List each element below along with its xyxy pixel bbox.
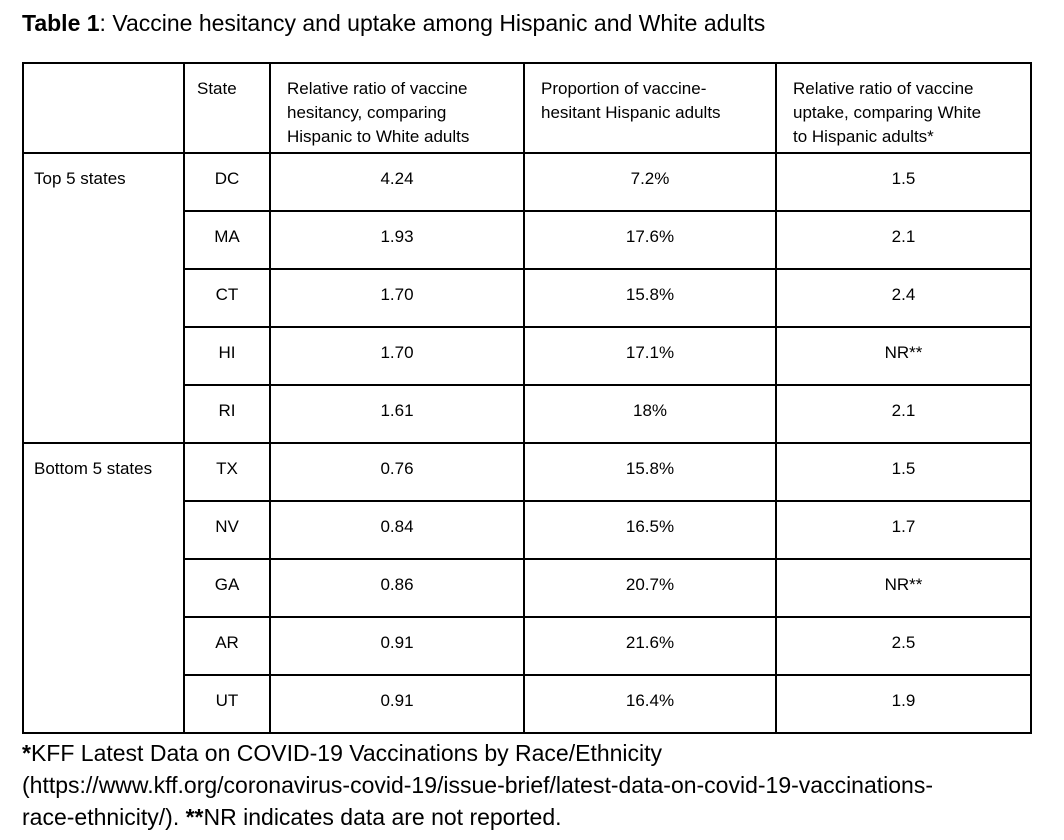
- cell-state: DC: [183, 152, 271, 212]
- cell-proportion: 17.6%: [523, 210, 777, 270]
- cell-proportion: 18%: [523, 384, 777, 444]
- cell-proportion: 20.7%: [523, 558, 777, 618]
- cell-hesitancy-ratio: 1.61: [269, 384, 525, 444]
- header-hesitancy-ratio: Relative ratio of vaccine hesitancy, com…: [269, 62, 525, 154]
- cell-state: UT: [183, 674, 271, 734]
- cell-state: GA: [183, 558, 271, 618]
- footnote: *KFF Latest Data on COVID-19 Vaccination…: [22, 737, 1038, 833]
- cell-proportion: 17.1%: [523, 326, 777, 386]
- header-row: State Relative ratio of vaccine hesitanc…: [22, 62, 1032, 154]
- cell-hesitancy-ratio: 1.70: [269, 268, 525, 328]
- table-row: RI 1.61 18% 2.1: [23, 384, 1032, 444]
- table-title-text: : Vaccine hesitancy and uptake among His…: [99, 10, 766, 36]
- cell-uptake-ratio: 2.5: [775, 616, 1032, 676]
- cell-uptake-ratio: 2.4: [775, 268, 1032, 328]
- cell-uptake-ratio: 1.7: [775, 500, 1032, 560]
- group-label-top5: Top 5 states: [22, 152, 185, 444]
- cell-hesitancy-ratio: 0.76: [269, 442, 525, 502]
- cell-uptake-ratio: 2.1: [775, 210, 1032, 270]
- vaccine-table: State Relative ratio of vaccine hesitanc…: [22, 62, 1032, 734]
- header-empty-cell: [22, 62, 185, 154]
- table-row: HI 1.70 17.1% NR**: [23, 326, 1032, 386]
- cell-state: TX: [183, 442, 271, 502]
- cell-hesitancy-ratio: 0.84: [269, 500, 525, 560]
- footnote-line-3: race-ethnicity/). **NR indicates data ar…: [22, 801, 1038, 833]
- cell-hesitancy-ratio: 0.91: [269, 674, 525, 734]
- cell-state: RI: [183, 384, 271, 444]
- footnote-source-text: KFF Latest Data on COVID-19 Vaccinations…: [30, 740, 663, 766]
- cell-uptake-ratio: 1.5: [775, 442, 1032, 502]
- cell-state: MA: [183, 210, 271, 270]
- cell-uptake-ratio: NR**: [775, 326, 1032, 386]
- table-row: MA 1.93 17.6% 2.1: [23, 210, 1032, 270]
- cell-uptake-ratio: NR**: [775, 558, 1032, 618]
- footnote-double-asterisk: **: [185, 804, 204, 830]
- table-row: GA 0.86 20.7% NR**: [23, 558, 1032, 618]
- cell-state: CT: [183, 268, 271, 328]
- table-title: Table 1: Vaccine hesitancy and uptake am…: [22, 8, 1064, 38]
- header-proportion-hesitant: Proportion of vaccine- hesitant Hispanic…: [523, 62, 777, 154]
- table-row: AR 0.91 21.6% 2.5: [23, 616, 1032, 676]
- footnote-line-2: (https://www.kff.org/coronavirus-covid-1…: [22, 769, 1038, 801]
- footnote-url: (https://www.kff.org/coronavirus-covid-1…: [22, 772, 934, 798]
- table-title-label: Table 1: [22, 10, 100, 36]
- table-row: CT 1.70 15.8% 2.4: [23, 268, 1032, 328]
- cell-proportion: 16.5%: [523, 500, 777, 560]
- footnote-url-end: race-ethnicity/).: [22, 804, 186, 830]
- cell-state: NV: [183, 500, 271, 560]
- group-label-bottom5: Bottom 5 states: [22, 442, 185, 734]
- cell-hesitancy-ratio: 4.24: [269, 152, 525, 212]
- cell-proportion: 15.8%: [523, 268, 777, 328]
- table-row: NV 0.84 16.5% 1.7: [23, 500, 1032, 560]
- cell-proportion: 15.8%: [523, 442, 777, 502]
- table-row: UT 0.91 16.4% 1.9: [23, 674, 1032, 734]
- cell-hesitancy-ratio: 1.93: [269, 210, 525, 270]
- cell-state: AR: [183, 616, 271, 676]
- cell-proportion: 21.6%: [523, 616, 777, 676]
- header-state: State: [183, 62, 271, 154]
- table-row: Bottom 5 states TX 0.76 15.8% 1.5: [22, 442, 1032, 734]
- cell-uptake-ratio: 1.5: [775, 152, 1032, 212]
- cell-uptake-ratio: 2.1: [775, 384, 1032, 444]
- cell-hesitancy-ratio: 0.91: [269, 616, 525, 676]
- cell-proportion: 7.2%: [523, 152, 777, 212]
- cell-state: HI: [183, 326, 271, 386]
- table-row: Top 5 states DC 4.24 7.2% 1.5: [22, 152, 1032, 444]
- footnote-nr-text: NR indicates data are not reported.: [203, 804, 562, 830]
- cell-proportion: 16.4%: [523, 674, 777, 734]
- cell-uptake-ratio: 1.9: [775, 674, 1032, 734]
- footnote-asterisk: *: [22, 740, 31, 766]
- footnote-line-1: *KFF Latest Data on COVID-19 Vaccination…: [22, 737, 1038, 769]
- cell-hesitancy-ratio: 1.70: [269, 326, 525, 386]
- header-uptake-ratio: Relative ratio of vaccine uptake, compar…: [775, 62, 1032, 154]
- cell-hesitancy-ratio: 0.86: [269, 558, 525, 618]
